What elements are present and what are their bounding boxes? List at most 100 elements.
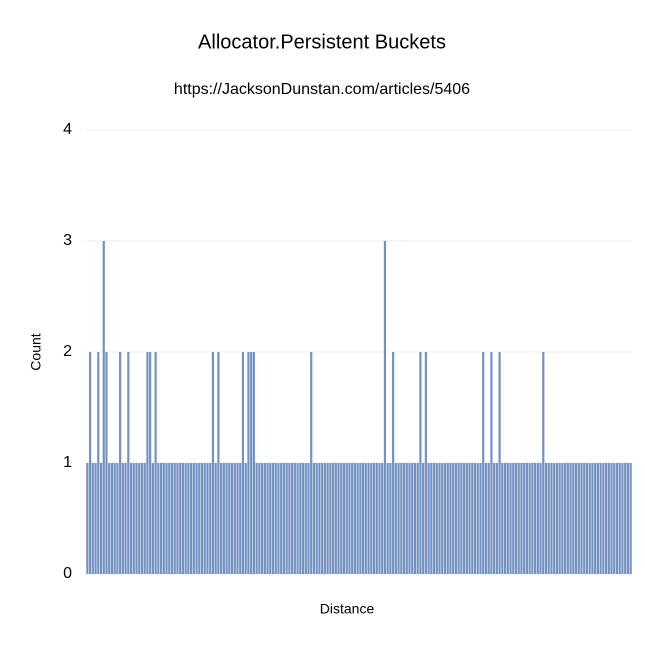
bar bbox=[342, 463, 346, 574]
bar bbox=[495, 463, 498, 574]
bar bbox=[184, 463, 187, 574]
bar bbox=[591, 463, 594, 574]
bar bbox=[291, 463, 294, 574]
bar bbox=[119, 352, 122, 574]
bar bbox=[247, 352, 250, 574]
bar bbox=[514, 463, 518, 574]
bar bbox=[220, 463, 223, 574]
bar bbox=[127, 352, 130, 574]
y-axis-label: Count bbox=[28, 333, 44, 370]
bar bbox=[443, 463, 447, 574]
bar bbox=[544, 463, 548, 574]
bar bbox=[509, 463, 512, 574]
bar bbox=[468, 463, 471, 574]
bar bbox=[525, 463, 528, 574]
bar bbox=[618, 463, 621, 574]
bar bbox=[383, 241, 387, 574]
bar bbox=[334, 463, 337, 574]
bar bbox=[173, 463, 176, 574]
bar bbox=[405, 463, 408, 574]
bar bbox=[427, 463, 430, 574]
bar bbox=[607, 463, 610, 574]
bar bbox=[553, 463, 556, 574]
bar bbox=[585, 463, 589, 574]
bar bbox=[460, 463, 463, 574]
bar bbox=[222, 463, 225, 574]
bar bbox=[203, 463, 206, 574]
bar bbox=[113, 463, 116, 574]
bar bbox=[143, 463, 146, 574]
bar bbox=[269, 463, 272, 574]
bar bbox=[566, 463, 569, 574]
bar bbox=[375, 463, 378, 574]
bar bbox=[149, 352, 152, 574]
bar bbox=[482, 352, 485, 574]
bar bbox=[370, 463, 373, 574]
bar bbox=[465, 463, 468, 574]
bar bbox=[162, 463, 165, 574]
bar bbox=[271, 463, 275, 574]
bar bbox=[561, 463, 564, 574]
bar bbox=[621, 463, 624, 574]
bar bbox=[105, 352, 108, 574]
bar bbox=[629, 463, 632, 574]
bar bbox=[321, 463, 324, 574]
bar bbox=[190, 463, 193, 574]
bar bbox=[364, 463, 367, 574]
bar bbox=[116, 463, 119, 574]
bar bbox=[198, 463, 201, 574]
bar bbox=[94, 463, 97, 574]
bar bbox=[301, 463, 305, 574]
bar bbox=[438, 463, 441, 574]
bar bbox=[479, 463, 482, 574]
bar bbox=[372, 463, 376, 574]
bar bbox=[151, 463, 154, 574]
bar bbox=[326, 463, 329, 574]
bar bbox=[108, 463, 111, 574]
bar bbox=[555, 463, 559, 574]
bar bbox=[110, 463, 114, 574]
bar bbox=[318, 463, 321, 574]
bar bbox=[400, 463, 403, 574]
bar bbox=[351, 463, 354, 574]
bar bbox=[310, 352, 313, 574]
bar bbox=[550, 463, 553, 574]
bar bbox=[282, 463, 286, 574]
y-tick-label: 2 bbox=[63, 343, 72, 360]
bar bbox=[129, 463, 133, 574]
bar bbox=[217, 352, 220, 574]
bar bbox=[457, 463, 460, 574]
bar bbox=[432, 463, 436, 574]
bar bbox=[140, 463, 144, 574]
bar bbox=[170, 463, 174, 574]
bar bbox=[389, 463, 392, 574]
bar bbox=[192, 463, 195, 574]
bar bbox=[506, 463, 509, 574]
bar bbox=[517, 463, 520, 574]
bar bbox=[285, 463, 288, 574]
bar bbox=[211, 352, 215, 574]
bar bbox=[446, 463, 449, 574]
bar bbox=[146, 352, 149, 574]
bar bbox=[154, 352, 157, 574]
bar bbox=[523, 463, 526, 574]
bar bbox=[250, 352, 253, 574]
bar bbox=[413, 463, 417, 574]
bar bbox=[419, 352, 422, 574]
bar bbox=[604, 463, 608, 574]
bar bbox=[195, 463, 198, 574]
bar bbox=[121, 463, 124, 574]
bar bbox=[356, 463, 359, 574]
bar bbox=[312, 463, 316, 574]
bar bbox=[441, 463, 444, 574]
y-tick-label: 4 bbox=[63, 121, 72, 138]
bar bbox=[416, 463, 419, 574]
bar bbox=[599, 463, 602, 574]
bar bbox=[206, 463, 209, 574]
bar bbox=[280, 463, 283, 574]
bar bbox=[473, 463, 477, 574]
x-axis-label: Distance bbox=[320, 601, 375, 617]
bar bbox=[359, 463, 362, 574]
bar bbox=[244, 463, 247, 574]
